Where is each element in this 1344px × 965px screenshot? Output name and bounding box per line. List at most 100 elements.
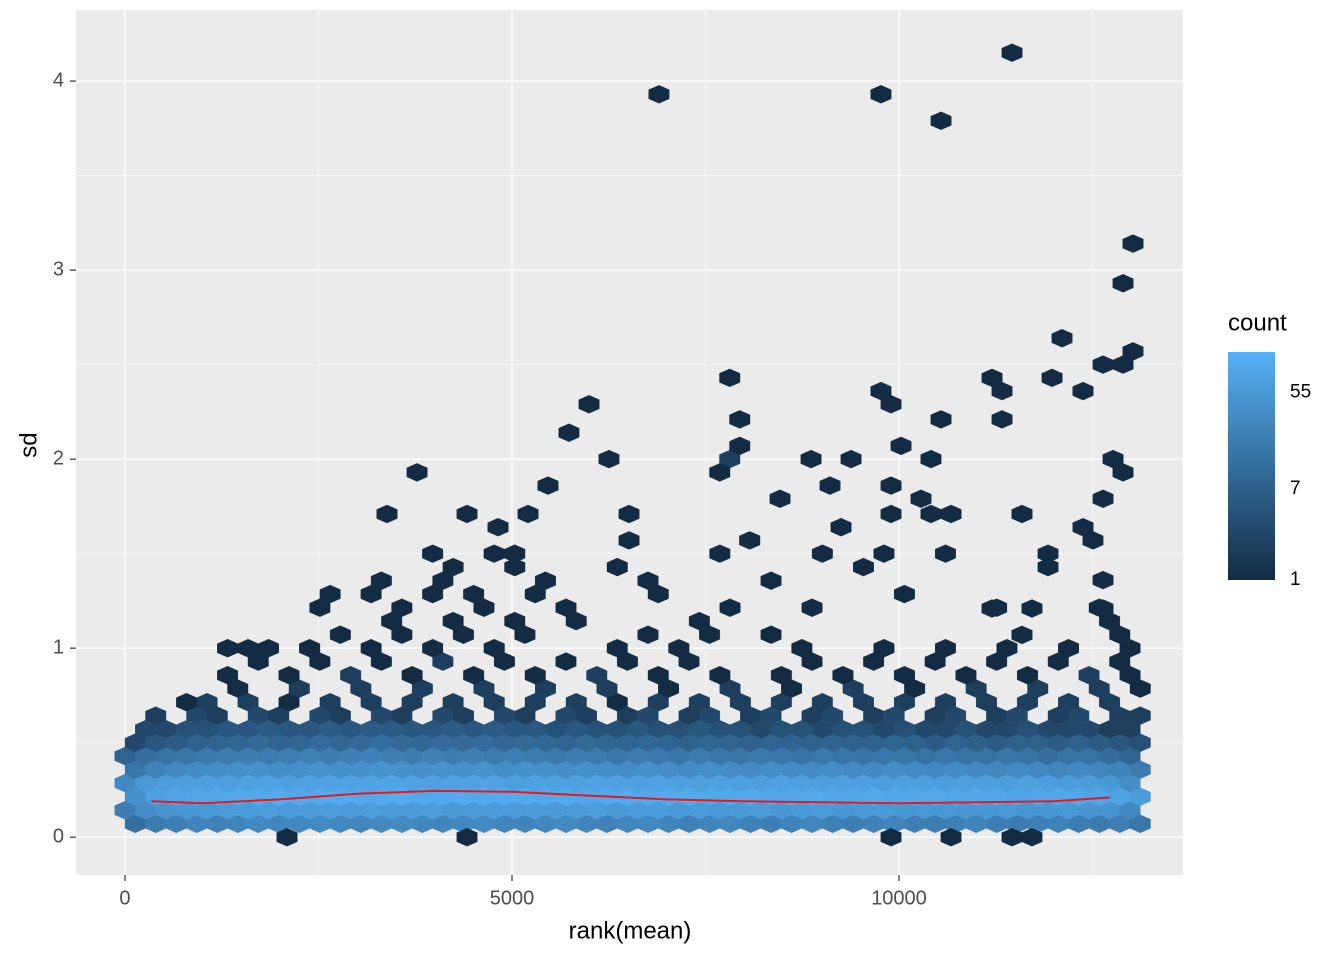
hexbin: [647, 665, 669, 685]
hexbin: [870, 85, 892, 104]
hexbin: [801, 598, 823, 617]
hexbin: [1021, 827, 1043, 847]
hexbin: [688, 692, 710, 712]
hexbin: [524, 665, 546, 685]
hexbin: [537, 476, 559, 495]
hexbin: [840, 449, 862, 469]
hexbin: [340, 665, 362, 685]
hexbin: [1041, 368, 1063, 388]
hexbin: [637, 625, 659, 644]
hexbin: [558, 423, 580, 442]
hexbin: [955, 665, 977, 685]
hexbin: [880, 827, 902, 847]
y-tick-label: 4: [53, 69, 64, 91]
y-tick-label: 2: [53, 447, 64, 469]
hexbin: [729, 436, 751, 456]
hexbin: [319, 692, 341, 712]
hexbin: [1017, 665, 1039, 685]
hexbin: [1058, 638, 1080, 658]
hexbin: [1092, 570, 1114, 590]
hexbin: [648, 85, 670, 104]
hexbin: [1011, 504, 1033, 524]
hexbin: [504, 611, 526, 631]
hexbin: [618, 504, 640, 524]
hexbin: [739, 531, 761, 550]
hexbin: [463, 665, 485, 685]
hexbin: [606, 557, 628, 577]
hexbin: [920, 449, 942, 469]
hexbin: [504, 557, 526, 577]
x-axis-title: rank(mean): [569, 917, 692, 944]
hexbin: [258, 638, 279, 658]
hexbin: [578, 395, 600, 414]
hexbin: [483, 638, 505, 658]
smooth-line: [151, 789, 1110, 805]
y-tick-label: 3: [53, 258, 64, 280]
hexbin: [880, 476, 902, 495]
hexbin: [819, 476, 841, 495]
hexbin: [880, 504, 902, 524]
hexbin: [370, 571, 392, 590]
hexbin: [719, 368, 741, 388]
hexbin: [709, 544, 731, 563]
hexbin: [830, 517, 852, 537]
hexbin: [1058, 692, 1080, 712]
hexbin: [770, 665, 792, 685]
hexbin: [873, 544, 895, 563]
hexbin: [517, 504, 539, 524]
hexbin: [196, 692, 218, 712]
x-tick-label: 10000: [871, 887, 927, 909]
hexbin: [278, 665, 300, 685]
hexbin: [442, 611, 464, 631]
hexbin: [1122, 234, 1144, 253]
hexbin: [894, 665, 915, 685]
hexbin: [504, 544, 526, 563]
hexbin: [1037, 557, 1059, 577]
hexbin: [422, 638, 444, 658]
hexbin: [1011, 625, 1033, 645]
hexbin: [668, 638, 690, 658]
hexbin: [890, 436, 912, 456]
hexbin: [935, 638, 956, 658]
hexbin: [1021, 599, 1043, 618]
hexbin: [606, 638, 628, 658]
hexbin: [598, 449, 620, 469]
hexbin: [709, 463, 731, 482]
hexbin: [618, 531, 640, 550]
hexbin: [910, 489, 932, 509]
hexbin: [719, 598, 741, 617]
hexbin: [299, 638, 321, 658]
hexbin: [442, 692, 464, 712]
hexbin: [329, 625, 351, 644]
legend-tick-label: 55: [1290, 381, 1311, 402]
hexbin: [319, 584, 341, 604]
hexbin: [555, 652, 577, 671]
hexbin: [1037, 544, 1059, 563]
hexbin: [791, 638, 813, 658]
hexbin: [456, 504, 478, 524]
x-tick-label: 0: [119, 887, 130, 909]
hexbin: [376, 504, 398, 524]
hexbin: [800, 449, 822, 469]
hexbin: [1102, 449, 1124, 469]
hexbin: [422, 544, 444, 563]
hexbin: [1001, 43, 1023, 62]
x-tick-label: 5000: [490, 887, 535, 909]
hexbin: [873, 638, 895, 658]
hexbin: [940, 827, 962, 847]
hexbin: [145, 706, 167, 725]
hexbin: [1051, 328, 1073, 348]
hexbin: [940, 504, 962, 524]
hexbin: [991, 410, 1013, 429]
hexbin: [709, 665, 731, 685]
hexbin: [1078, 665, 1100, 685]
hexbin: [1112, 274, 1134, 293]
legend-colorbar: [1228, 352, 1275, 580]
hexbin: [442, 557, 464, 577]
hexbin: [729, 410, 751, 429]
hexbin: [217, 665, 239, 685]
hexbin: [935, 692, 956, 712]
hexbin: [1112, 355, 1134, 374]
hexbin: [760, 571, 782, 590]
